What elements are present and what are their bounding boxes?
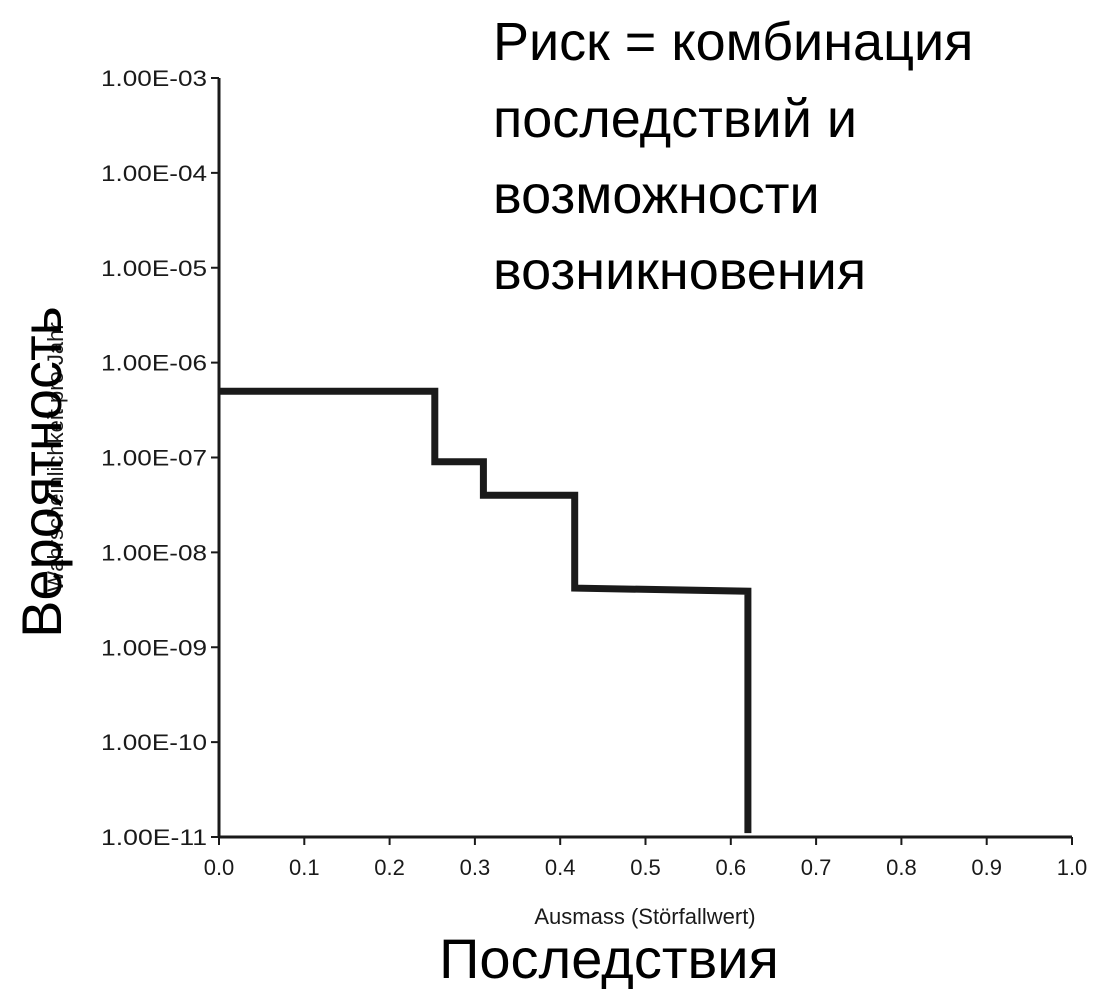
y-ticks: 1.00E-11 1.00E-10 1.00E-09 1.00E-08 1.00E-07… [101, 66, 219, 850]
y-tick-label: 1.00E-09 [101, 635, 207, 660]
y-tick-label: 1.00E-11 [101, 825, 207, 850]
x-tick-label: 0.7 [801, 855, 832, 880]
x-tick-label: 0.0 [204, 855, 235, 880]
y-axis-label: Wahrscheinlichkeit pro Jahr [43, 322, 68, 591]
overlay-x-label: Последствия [439, 927, 779, 990]
x-tick-label: 0.1 [289, 855, 320, 880]
x-tick-label: 0.3 [460, 855, 491, 880]
x-tick-label: 0.6 [716, 855, 747, 880]
y-tick-label: 1.00E-03 [101, 66, 207, 91]
y-tick-label: 1.00E-07 [101, 446, 207, 471]
x-tick-label: 0.5 [630, 855, 661, 880]
headline-line-2: последствий и [493, 89, 857, 149]
headline-line-4: возникновения [493, 241, 866, 301]
y-tick-label: 1.00E-04 [101, 161, 207, 186]
headline-line-3: возможности [493, 165, 820, 225]
headline: Риск = комбинация последствий и возможно… [493, 12, 973, 301]
x-tick-label: 0.4 [545, 855, 576, 880]
y-tick-label: 1.00E-08 [101, 540, 207, 565]
x-tick-label: 1.0 [1057, 855, 1088, 880]
x-tick-label: 0.9 [971, 855, 1002, 880]
y-tick-label: 1.00E-10 [101, 730, 207, 755]
headline-line-1: Риск = комбинация [493, 12, 973, 72]
x-tick-label: 0.8 [886, 855, 917, 880]
x-axis-label: Ausmass (Störfallwert) [534, 904, 755, 929]
y-tick-label: 1.00E-06 [101, 351, 207, 376]
x-tick-label: 0.2 [374, 855, 405, 880]
overlay-y-label: Вероятность [10, 306, 73, 638]
x-ticks: 0.0 0.1 0.2 0.3 0.4 0.5 0.6 0.7 0.8 0.9 1.0 [204, 837, 1088, 880]
series-layer [219, 387, 752, 834]
series-line [219, 387, 752, 834]
y-tick-label: 1.00E-05 [101, 256, 207, 281]
